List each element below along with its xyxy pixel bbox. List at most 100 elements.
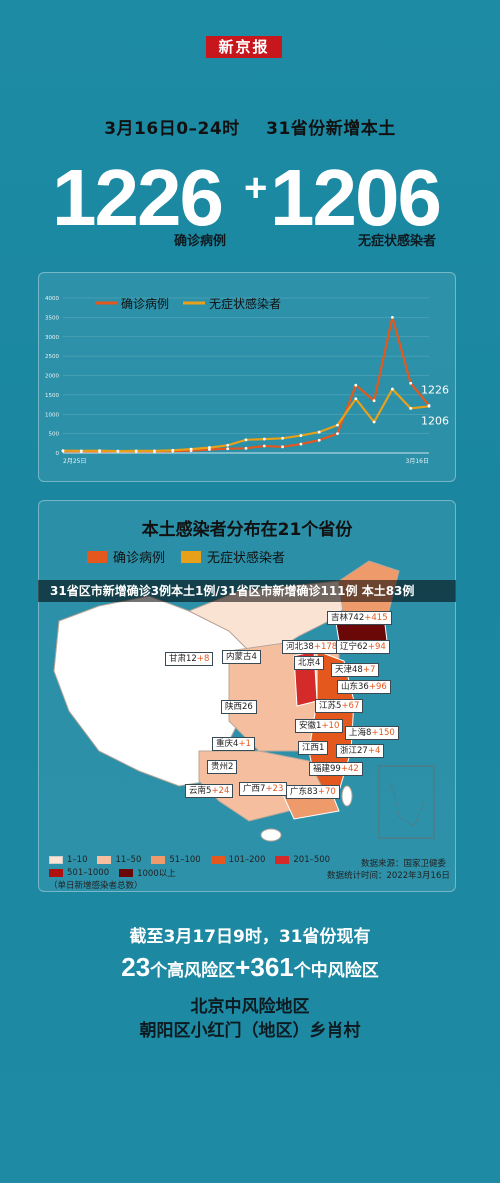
scale-item: 1000以上 — [119, 867, 176, 879]
south-sea-inset — [378, 765, 435, 839]
series-point — [427, 404, 431, 408]
series-point — [134, 449, 138, 453]
header-subtitle: 3月16日0–24时 31省份新增本土 — [0, 114, 500, 139]
map-hainan — [260, 828, 282, 842]
label-jiangxi: 江西1 — [298, 741, 329, 755]
series-point — [153, 449, 156, 453]
series-point — [336, 423, 339, 427]
label-guizhou: 贵州2 — [207, 760, 238, 774]
series-point — [98, 449, 101, 453]
risk-plus: + — [235, 952, 251, 982]
label-chongqing: 重庆4+1 — [212, 737, 255, 751]
map-taiwan — [341, 785, 353, 807]
scale-item: 11–50 — [97, 855, 141, 865]
label-anhui: 安徽1+10 — [295, 719, 344, 733]
asymptomatic-swatch — [181, 550, 202, 563]
label-fujian: 福建99+42 — [309, 762, 363, 776]
series-point — [244, 438, 248, 442]
beijing-title: 北京中风险地区 — [190, 997, 310, 1017]
asymptomatic-count: 1206 — [270, 153, 442, 242]
label-guangdong: 广东83+70 — [286, 785, 340, 799]
series-point — [116, 449, 120, 453]
series-point — [262, 444, 266, 448]
series-point — [299, 434, 303, 437]
label-hebei: 河北38+178 — [282, 640, 342, 654]
map-legend-asymptomatic: 无症状感染者 — [207, 551, 286, 566]
confirmed-count: 1226 — [52, 153, 224, 242]
series-point — [171, 448, 175, 452]
map-legend-confirmed: 确诊病例 — [113, 551, 166, 566]
news-banner[interactable]: 31省区市新增确诊3例本土1例/31省区市新增确诊111例 本土83例 — [38, 580, 456, 602]
label-shandong: 山东36+96 — [337, 680, 391, 694]
scale-item: 101–200 — [210, 855, 265, 865]
risk-summary: 23个高风险区+361个中风险区 — [0, 952, 500, 983]
y-tick-label: 4000 — [45, 296, 59, 302]
scale-note: （单日新增感染者总数） — [49, 881, 143, 891]
y-tick-label: 1000 — [45, 412, 59, 418]
scale-item: 201–500 — [275, 855, 330, 865]
confirmed-label: 确诊病例 — [174, 234, 227, 249]
series-point — [317, 430, 321, 434]
data-source: 数据来源：国家卫健委 — [361, 859, 447, 869]
series-point — [336, 432, 339, 436]
series-point — [208, 448, 211, 451]
y-tick-label: 2000 — [45, 374, 59, 380]
x-end-label: 3月16日 — [406, 458, 429, 465]
series-point — [79, 449, 83, 453]
series-point — [372, 399, 376, 403]
high-risk-count: 23 — [121, 952, 151, 982]
mid-risk-label: 个中风险区 — [293, 961, 379, 981]
legend-label: 确诊病例 — [121, 296, 169, 311]
y-tick-label: 2500 — [45, 354, 59, 360]
series-point — [299, 442, 303, 446]
label-liaoning: 辽宁62+94 — [336, 640, 390, 654]
south-sea-dashes — [388, 780, 425, 827]
series-point — [409, 407, 413, 410]
asymptomatic-label: 无症状感染者 — [358, 234, 437, 249]
scope-text: 31省份新增本土 — [266, 119, 396, 139]
beijing-area: 朝阳区小红门（地区）乡肖村 — [139, 1021, 361, 1041]
scale-item: 501–1000 — [49, 868, 109, 878]
label-jiangsu: 江苏5+67 — [315, 699, 364, 713]
label-shaanxi: 陕西26 — [221, 700, 257, 714]
series-end-label: 1206 — [421, 414, 449, 427]
map-legend: 确诊病例 无症状感染者 — [87, 547, 285, 566]
trend-chart: 0 500 1000 1500 2000 2500 3000 3500 4000 2月25日 3月1… — [45, 296, 449, 465]
series-point — [226, 443, 230, 447]
series-point — [262, 437, 266, 441]
legend-label: 无症状感染者 — [209, 296, 281, 311]
series-point — [281, 436, 284, 440]
label-tianjin: 天津48+7 — [331, 663, 380, 677]
scale-item: 1–10 — [49, 855, 87, 865]
series-end-label: 1226 — [421, 383, 449, 396]
series-point — [61, 449, 65, 453]
y-tick-label: 3500 — [45, 315, 59, 321]
series-point — [391, 387, 394, 391]
label-beijing: 北京4 — [294, 656, 325, 670]
china-map — [53, 560, 435, 842]
map-scale-row-1: 1–10 11–50 51–100 101–200 201–500 — [49, 855, 340, 865]
label-guangxi: 广西7+23 — [239, 782, 288, 796]
plus-sign: + — [244, 166, 268, 210]
trend-chart-panel: 0 500 1000 1500 2000 2500 3000 3500 4000 2月25日 3月1… — [38, 272, 456, 482]
y-tick-label: 500 — [49, 432, 60, 438]
series-point — [226, 447, 230, 451]
series-point — [244, 446, 248, 450]
y-tick-label: 3000 — [45, 335, 59, 341]
label-shanghai: 上海8+150 — [345, 726, 399, 740]
series-point — [354, 383, 358, 387]
date-range: 3月16日0–24时 — [104, 119, 240, 139]
high-risk-label: 个高风险区 — [150, 961, 236, 981]
label-gansu: 甘肃12+8 — [165, 652, 214, 666]
series-point — [189, 447, 193, 451]
series-point — [409, 381, 413, 385]
y-tick-label: 0 — [56, 451, 60, 457]
label-zhejiang: 浙江27+4 — [336, 744, 385, 758]
stat-time: 数据统计时间：2022年3月16日 — [327, 871, 450, 881]
y-tick-label: 1500 — [45, 393, 59, 399]
label-yunnan: 云南5+24 — [185, 784, 234, 798]
label-neimenggu: 内蒙古4 — [222, 650, 261, 664]
scale-item: 51–100 — [151, 855, 201, 865]
series-point — [372, 420, 376, 424]
x-start-label: 2月25日 — [63, 458, 86, 465]
